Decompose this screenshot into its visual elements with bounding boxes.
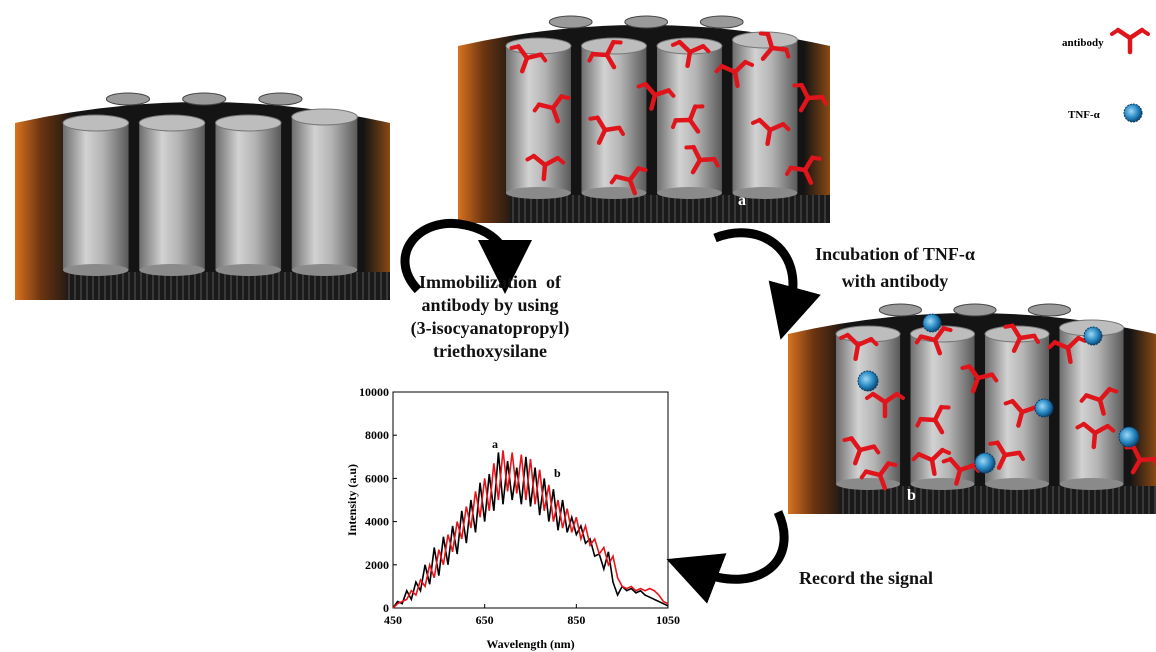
figure: ab Immobilization of antibody by using (… xyxy=(0,0,1156,652)
spectrum-chart: 02000400060008000100004506508501050Wavel… xyxy=(345,385,680,651)
y-axis-label: Intensity (a.u) xyxy=(345,464,359,536)
pore-top xyxy=(106,93,149,105)
arrow xyxy=(700,512,784,579)
tnf-alpha xyxy=(1035,399,1053,417)
step-text: Record the signal xyxy=(799,568,933,588)
tnf-alpha xyxy=(923,314,941,332)
y-tick-label: 2000 xyxy=(365,558,389,572)
pore xyxy=(63,123,129,270)
pore xyxy=(216,123,282,270)
pore-bottom xyxy=(216,264,282,276)
substrate-edge xyxy=(510,195,830,223)
tnf-alpha xyxy=(975,453,995,473)
pore-bottom xyxy=(506,187,571,199)
pore xyxy=(139,123,205,270)
pore-top xyxy=(549,16,592,28)
y-tick-label: 6000 xyxy=(365,471,389,485)
pore xyxy=(506,46,571,193)
x-tick-label: 650 xyxy=(476,613,494,627)
x-tick-label: 1050 xyxy=(656,613,680,627)
panel-label: b xyxy=(907,487,916,504)
step-text: Immobilization of xyxy=(419,272,562,292)
annotation: b xyxy=(554,466,561,480)
immobilization-text: Immobilization of antibody by using (3-i… xyxy=(411,272,570,361)
antibody-arm xyxy=(1142,30,1148,34)
panel-label: a xyxy=(738,192,746,209)
step-text: (3-isocyanatopropyl) xyxy=(411,318,570,339)
pore-rim xyxy=(292,109,358,125)
x-tick-label: 850 xyxy=(567,613,585,627)
pore-bottom xyxy=(836,478,900,490)
pore-top xyxy=(954,304,996,316)
pore-bottom xyxy=(1060,478,1124,490)
pore-bottom xyxy=(292,264,358,276)
pore-bottom xyxy=(139,264,205,276)
tnf-alpha xyxy=(1124,104,1142,122)
pore-top xyxy=(625,16,668,28)
series-line xyxy=(393,450,668,608)
pore-top xyxy=(879,304,921,316)
y-tick-label: 10000 xyxy=(359,385,389,399)
pore xyxy=(292,117,358,270)
step-text: Incubation of TNF-α xyxy=(815,244,975,264)
legend-label: TNF-α xyxy=(1068,109,1101,121)
pore-bottom xyxy=(911,478,975,490)
step-text: with antibody xyxy=(842,271,949,291)
step-text: triethoxysilane xyxy=(433,341,547,361)
step-text: antibody by using xyxy=(421,295,558,315)
tnf-alpha xyxy=(1084,327,1102,345)
pore-top xyxy=(183,93,226,105)
pore-rim xyxy=(216,115,282,131)
pore xyxy=(836,334,900,484)
pore-top xyxy=(259,93,302,105)
pore-bottom xyxy=(985,478,1049,490)
y-tick-label: 4000 xyxy=(365,515,389,529)
pore-rim xyxy=(63,115,129,131)
pore-bottom xyxy=(63,264,129,276)
substrate-edge xyxy=(68,272,391,300)
arrow xyxy=(715,233,793,305)
tnf-alpha xyxy=(858,371,878,391)
y-tick-label: 8000 xyxy=(365,428,389,442)
legend-label: antibody xyxy=(1062,37,1104,49)
pore-bottom xyxy=(657,187,722,199)
antibody xyxy=(1112,30,1148,52)
antibody-arm xyxy=(1130,30,1142,38)
x-axis-label: Wavelength (nm) xyxy=(486,637,574,651)
antibody-arm xyxy=(1112,30,1118,34)
x-tick-label: 450 xyxy=(384,613,402,627)
annotation: a xyxy=(492,437,498,451)
tnf-alpha xyxy=(1119,427,1139,447)
series-line xyxy=(393,452,668,608)
pore-top xyxy=(700,16,743,28)
pore-top xyxy=(1028,304,1070,316)
illustration: ab xyxy=(15,16,1156,514)
substrate-edge xyxy=(840,486,1156,514)
pore-rim xyxy=(139,115,205,131)
